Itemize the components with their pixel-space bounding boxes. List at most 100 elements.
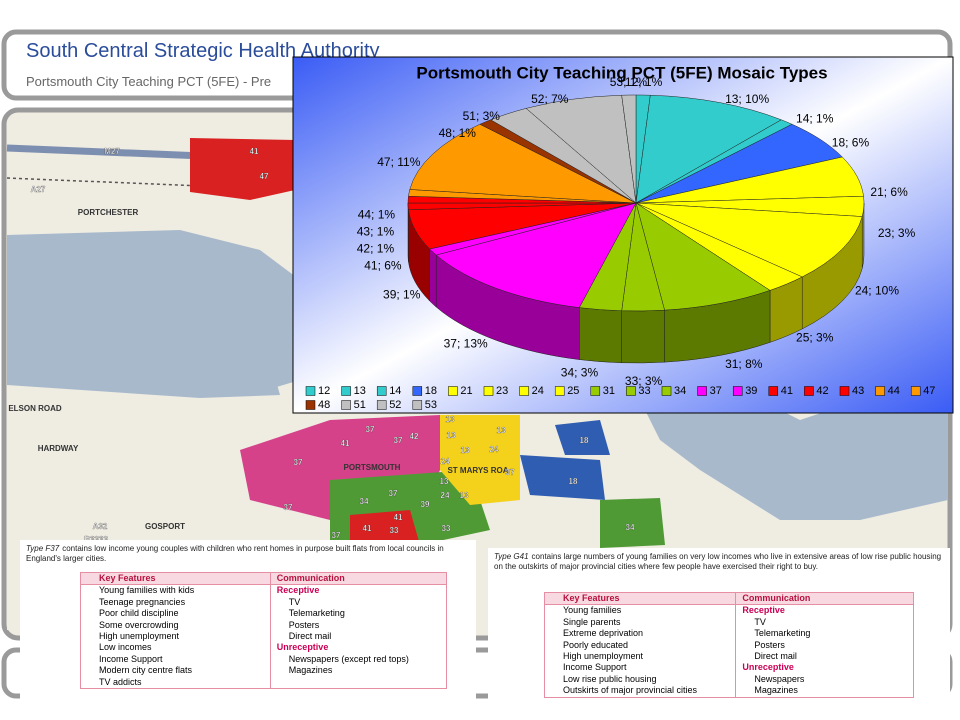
legend-swatch	[910, 386, 921, 396]
table-body: Young families with kids Teenage pregnanc…	[81, 585, 446, 689]
info-panel: Type F37 contains low income young couple…	[20, 540, 476, 700]
legend-swatch	[661, 386, 672, 396]
type-name: Type F37	[26, 544, 60, 553]
legend-swatch	[341, 386, 351, 396]
comm-item: Direct mail	[288, 631, 332, 642]
table-body: Young families Single parents Extreme depr…	[545, 605, 913, 697]
legend-swatch	[305, 400, 316, 410]
legend-label: 53	[425, 399, 437, 411]
map-label: 37	[394, 436, 403, 445]
legend-swatch	[376, 400, 387, 410]
legend-swatch	[412, 400, 423, 410]
pie-side	[621, 309, 665, 364]
comm-heading: Receptive	[742, 605, 785, 616]
feature: Modern city centre flats	[99, 665, 193, 676]
data-label: 43; 1%	[357, 224, 395, 238]
map-label: PORTCHESTER	[78, 208, 139, 217]
comm-heading: Unreceptive	[742, 662, 794, 673]
feature-table: Key Features Communication Young families …	[80, 572, 447, 690]
intro-text: contains low income young couples with c…	[26, 544, 444, 563]
map-label: 37	[294, 458, 303, 467]
column-header: Communication	[276, 573, 345, 583]
legend-swatch	[590, 386, 601, 396]
legend-label: 47	[923, 385, 935, 397]
pie-tops	[407, 94, 865, 312]
legend-swatch	[732, 386, 743, 396]
map-label: 37	[389, 489, 398, 498]
feature: Extreme deprivation	[563, 628, 644, 639]
legend-swatch	[341, 400, 351, 410]
pie-slice	[635, 202, 863, 278]
map-label: HARDWAY	[38, 444, 79, 453]
comm-heading: Receptive	[276, 585, 320, 596]
legend-label: 51	[354, 399, 366, 411]
panel-intro: Type F37 contains low income young couple…	[26, 544, 470, 564]
data-label: 24; 10%	[855, 283, 899, 297]
map-label: 13	[460, 491, 469, 500]
legend-swatch	[839, 386, 850, 396]
map-label: 41	[363, 524, 372, 533]
data-label: 31; 8%	[725, 357, 763, 371]
header-title: South Central Strategic Health Authority	[26, 40, 380, 62]
map-label: 39	[421, 500, 430, 509]
map-label: 42	[410, 432, 419, 441]
data-label: 47; 11%	[377, 155, 420, 169]
legend-swatch	[554, 386, 565, 396]
map-label: 33	[442, 524, 451, 533]
map-label: 34	[626, 523, 635, 532]
map-label: 13	[440, 477, 449, 486]
legend: 12 13 14 18 21 23 24 25 31 33 34 37 39 41 42 43 44 47 48 51…	[305, 385, 935, 411]
column-header: Key Features	[545, 593, 737, 605]
data-label: 33; 3%	[625, 374, 663, 388]
feature: Teenage pregnancies	[99, 596, 186, 607]
legend-swatch	[697, 386, 707, 396]
data-label: 12; 1%	[625, 75, 663, 89]
legend-label: 41	[781, 385, 793, 397]
pie-sides	[407, 202, 865, 364]
feature-table: Key Features Communication Young families S…	[544, 592, 914, 698]
data-label: 39; 1%	[383, 287, 421, 301]
area	[600, 498, 665, 548]
data-label: 34; 3%	[561, 365, 599, 379]
table-header: Key Features Communication	[545, 593, 913, 606]
map-labels: M27 A27 PORTCHESTER ELSON ROAD HARDWAY A32 GOS…	[8, 147, 635, 544]
legend-label: 34	[674, 385, 686, 397]
map-label: ST MARYS ROA	[447, 466, 508, 475]
data-label: 48; 1%	[439, 126, 477, 140]
map-label: 37	[284, 503, 293, 512]
map-label: B3333	[84, 535, 108, 544]
area	[555, 420, 610, 455]
feature: Young families	[563, 605, 622, 616]
map-label: 37	[506, 468, 515, 477]
map-label: M27	[104, 147, 120, 156]
pie-side	[579, 307, 622, 364]
map-label: 13	[497, 426, 506, 435]
comm-item: Telemarketing	[754, 628, 811, 639]
feature: Income Support	[563, 662, 627, 673]
legend-label: 25	[567, 385, 579, 397]
data-label: 41; 6%	[364, 258, 402, 272]
feature: Poorly educated	[563, 639, 629, 650]
feature: Low incomes	[99, 642, 152, 653]
map-label: 37	[366, 425, 375, 434]
map-label: 18	[580, 436, 589, 445]
intro-text: contains large numbers of young families…	[494, 552, 942, 571]
data-label: 42; 1%	[357, 241, 395, 255]
pie-slice	[635, 202, 771, 311]
data-label: 14; 1%	[796, 112, 834, 126]
water	[640, 380, 948, 520]
map-label: 18	[569, 477, 578, 486]
data-label: 21; 6%	[870, 185, 908, 199]
comm-item: Newspapers	[754, 673, 805, 684]
legend-label: 43	[852, 385, 864, 397]
column-header: Communication	[742, 593, 811, 603]
comm-item: Magazines	[288, 665, 333, 676]
area	[190, 138, 295, 200]
legend-label: 42	[816, 385, 828, 397]
feature: Some overcrowding	[99, 619, 179, 630]
comm-item: Magazines	[754, 685, 798, 696]
features-column: Young families Single parents Extreme depr…	[545, 605, 737, 697]
features-column: Young families with kids Teenage pregnanc…	[81, 585, 271, 689]
header-subtitle: Portsmouth City Teaching PCT (5FE) - Pre	[26, 74, 272, 89]
map-label: 24	[441, 457, 450, 466]
